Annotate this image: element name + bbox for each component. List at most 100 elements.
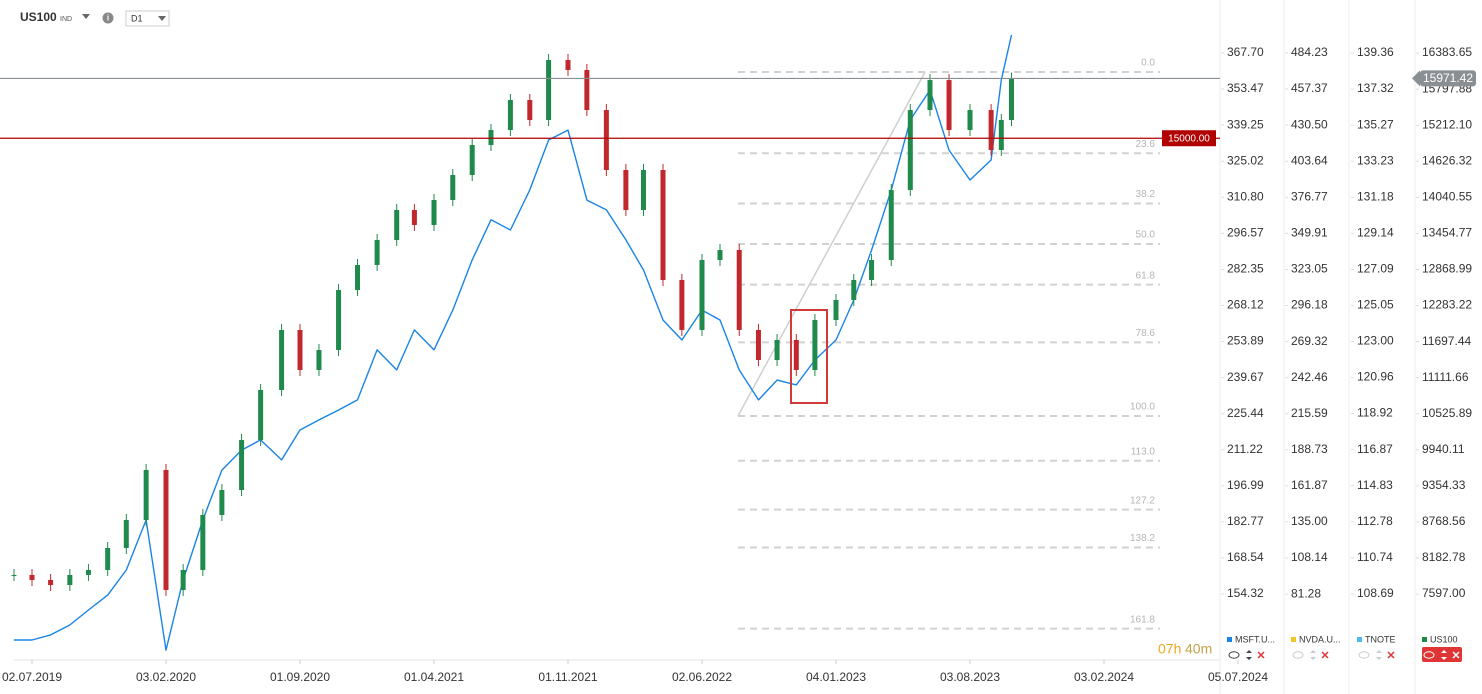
- y-tick-label: 137.32: [1357, 81, 1394, 95]
- symbol-dropdown[interactable]: [82, 14, 90, 19]
- y-tick-label: 114.83: [1357, 478, 1393, 492]
- candle: [279, 329, 285, 391]
- fib-trendline[interactable]: [737, 71, 926, 417]
- symbol-kind: IND: [60, 16, 72, 23]
- legend-label: MSFT.U...: [1235, 634, 1275, 644]
- y-tick-label: 112.78: [1357, 514, 1393, 528]
- candle: [48, 579, 54, 586]
- y-tick-label: 135.00: [1291, 514, 1328, 528]
- remove-series[interactable]: [1387, 651, 1395, 659]
- x-tick-label: 01.11.2021: [538, 670, 597, 684]
- candle: [67, 574, 73, 586]
- y-tick-label: 15212.10: [1422, 117, 1472, 131]
- y-tick-label: 11697.44: [1422, 334, 1471, 348]
- candle: [967, 110, 973, 130]
- y-tick-label: 7597.00: [1422, 586, 1466, 600]
- x-tick-label: 05.07.2024: [1208, 670, 1268, 684]
- y-tick-label: 118.92: [1357, 406, 1393, 420]
- candle: [833, 299, 839, 320]
- reorder-toggle[interactable]: [1376, 650, 1382, 660]
- candle: [163, 469, 169, 590]
- fib-label: 61.8: [1136, 270, 1156, 281]
- visibility-toggle[interactable]: [1423, 651, 1435, 659]
- reorder-toggle[interactable]: [1441, 650, 1447, 660]
- legend-controls: [1422, 647, 1462, 662]
- legend-label: TNOTE: [1365, 634, 1396, 644]
- candle: [239, 440, 245, 490]
- remove-series[interactable]: [1321, 651, 1329, 659]
- y-tick-label: 8182.78: [1422, 550, 1466, 564]
- y-tick-label: 8768.56: [1422, 514, 1466, 528]
- y-tick-label: 154.32: [1227, 586, 1264, 600]
- legend-control-bg: [1422, 647, 1462, 662]
- legend-controls: [1358, 650, 1395, 660]
- timeframe-select[interactable]: [125, 10, 170, 27]
- candle: [851, 279, 857, 300]
- highlight-box[interactable]: [790, 309, 828, 404]
- candle: [812, 319, 818, 370]
- candle: [988, 110, 994, 150]
- candle: [998, 120, 1004, 150]
- candle: [717, 249, 723, 261]
- candle: [469, 145, 475, 175]
- candle: [85, 569, 91, 575]
- y-tick-label: 14626.32: [1422, 153, 1472, 167]
- y-tick-label: 225.44: [1227, 406, 1264, 420]
- x-tick-label: 03.08.2023: [940, 670, 1000, 684]
- legend-swatch: [1422, 637, 1427, 642]
- x-tick-label: 04.01.2023: [806, 670, 866, 684]
- fib-label: 23.6: [1136, 139, 1156, 150]
- candle: [640, 170, 646, 211]
- candle: [180, 569, 186, 590]
- legend-label: NVDA.U...: [1299, 634, 1341, 644]
- y-tick-label: 457.37: [1291, 81, 1328, 95]
- price-badge: [1420, 70, 1476, 87]
- y-tick-label: 196.99: [1227, 478, 1264, 492]
- remove-series[interactable]: [1452, 651, 1460, 659]
- y-tick-label: 16383.65: [1422, 45, 1472, 59]
- timer-minutes: 40m: [1185, 641, 1212, 657]
- y-tick-label: 353.47: [1227, 81, 1264, 95]
- fib-label: 78.6: [1136, 328, 1156, 339]
- y-tick-label: 135.27: [1357, 117, 1394, 131]
- candle: [450, 174, 456, 200]
- x-tick-label: 02.07.2019: [2, 670, 62, 684]
- candle: [336, 290, 342, 350]
- visibility-toggle[interactable]: [1358, 651, 1370, 659]
- fib-label: 138.2: [1130, 533, 1155, 544]
- reorder-toggle[interactable]: [1310, 650, 1316, 660]
- legend-swatch: [1291, 637, 1296, 642]
- y-tick-label: 296.57: [1227, 226, 1264, 240]
- candle: [507, 99, 513, 130]
- y-tick-label: 349.91: [1291, 226, 1328, 240]
- candle: [623, 170, 629, 211]
- y-tick-label: 9354.33: [1422, 478, 1466, 492]
- candle: [11, 574, 17, 576]
- candle: [143, 469, 149, 520]
- y-tick-label: 253.89: [1227, 334, 1264, 348]
- timeframe-arrow: [158, 16, 166, 21]
- candle: [699, 260, 705, 330]
- candle: [736, 249, 742, 330]
- price-badge-arrow: [1412, 70, 1420, 87]
- info-icon[interactable]: [102, 12, 114, 24]
- y-tick-label: 12283.22: [1422, 298, 1472, 312]
- candle: [258, 390, 264, 440]
- legend-controls: [1292, 650, 1329, 660]
- y-tick-label: 239.67: [1227, 370, 1264, 384]
- visibility-toggle[interactable]: [1228, 651, 1240, 659]
- symbol: US100: [20, 10, 57, 24]
- y-tick-label: 108.14: [1291, 550, 1328, 564]
- y-tick-label: 168.54: [1227, 550, 1264, 564]
- remove-series[interactable]: [1257, 651, 1265, 659]
- visibility-toggle[interactable]: [1292, 651, 1304, 659]
- info-glyph: i: [107, 14, 109, 23]
- candle: [297, 329, 303, 370]
- reorder-toggle[interactable]: [1246, 650, 1252, 660]
- candle: [200, 514, 206, 570]
- candle: [774, 340, 780, 361]
- price-badge-label: 15971.42: [1423, 71, 1473, 85]
- y-tick-label: 310.80: [1227, 189, 1264, 203]
- candle: [946, 80, 952, 130]
